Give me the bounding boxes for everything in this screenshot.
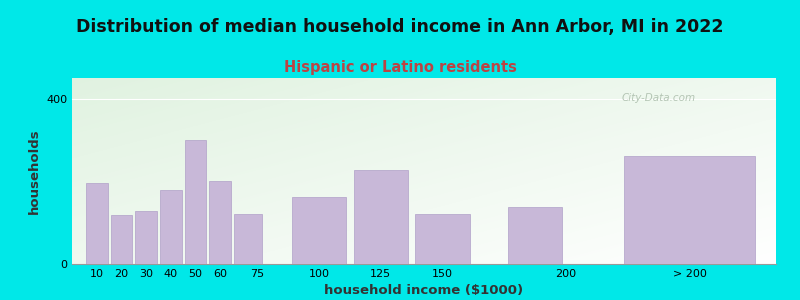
Bar [185, 140, 206, 264]
Bar [86, 183, 107, 264]
Bar [135, 211, 157, 264]
Bar [210, 181, 231, 264]
Text: Distribution of median household income in Ann Arbor, MI in 2022: Distribution of median household income … [76, 18, 724, 36]
X-axis label: household income ($1000): household income ($1000) [325, 284, 523, 297]
Bar [415, 214, 470, 264]
Y-axis label: households: households [27, 128, 41, 214]
Text: City-Data.com: City-Data.com [621, 93, 695, 103]
Bar [624, 156, 754, 264]
Bar [292, 196, 346, 264]
Text: Hispanic or Latino residents: Hispanic or Latino residents [283, 60, 517, 75]
Bar [234, 214, 262, 264]
Bar [354, 170, 408, 264]
Bar [508, 207, 562, 264]
Bar [160, 190, 182, 264]
Bar [110, 215, 132, 264]
